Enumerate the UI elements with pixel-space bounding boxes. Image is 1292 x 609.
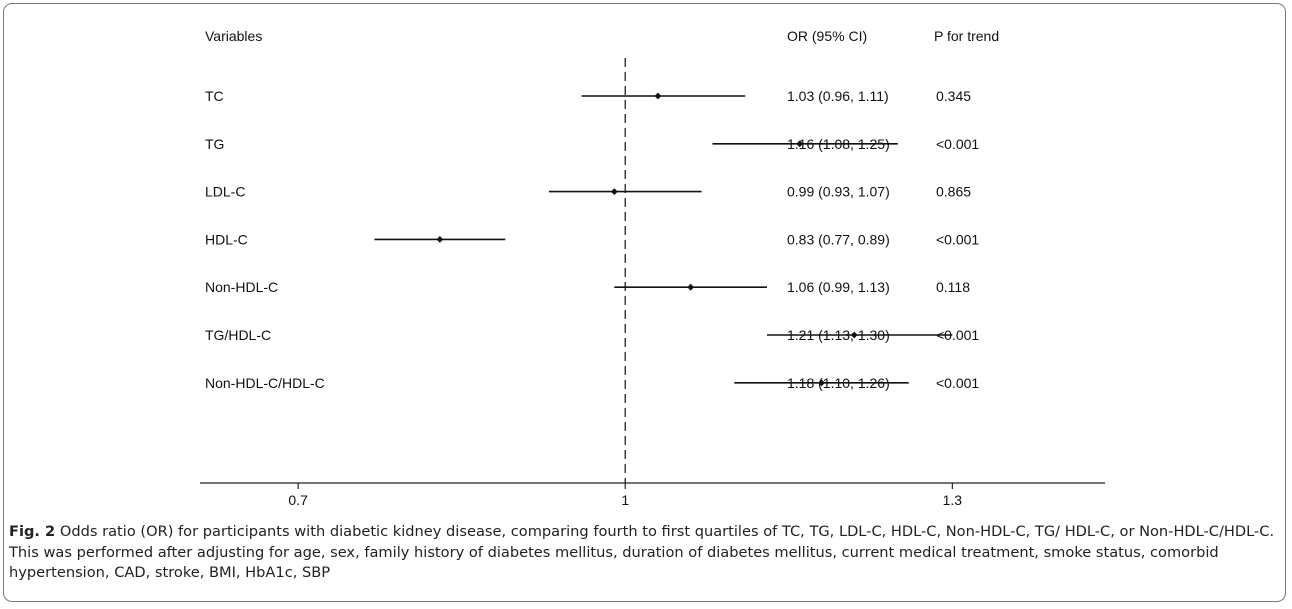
row-label: TC — [205, 88, 224, 104]
or-ci-value: 0.99 (0.93, 1.07) — [787, 184, 890, 200]
or-ci-value: 1.06 (0.99, 1.13) — [787, 279, 890, 295]
header-p-trend: P for trend — [934, 28, 999, 44]
figure-caption: Fig. 2 Odds ratio (OR) for participants … — [9, 522, 1279, 584]
or-point — [796, 140, 804, 148]
row-label: Non-HDL-C/HDL-C — [205, 375, 325, 391]
or-ci-value: 1.03 (0.96, 1.11) — [787, 88, 889, 104]
figure-frame — [3, 3, 1286, 602]
x-tick-label: 0.7 — [288, 492, 308, 508]
or-point — [687, 283, 695, 291]
caption-text: Odds ratio (OR) for participants with di… — [9, 523, 1275, 581]
or-ci-value: 1.18 (1.10, 1.26) — [787, 375, 890, 391]
or-ci-value: 0.83 (0.77, 0.89) — [787, 231, 890, 247]
p-trend-value: <0.001 — [936, 327, 979, 343]
or-ci-value: 1.16 (1.08, 1.25) — [787, 136, 890, 152]
p-trend-value: 0.118 — [936, 279, 970, 295]
x-tick-label: 1 — [621, 492, 629, 508]
row-label: Non-HDL-C — [205, 279, 278, 295]
or-ci-value: 1.21 (1.13, 1.30) — [787, 327, 890, 343]
p-trend-value: <0.001 — [936, 231, 979, 247]
or-point — [850, 331, 858, 339]
row-label: TG/HDL-C — [205, 327, 271, 343]
or-point — [436, 236, 444, 243]
p-trend-value: 0.865 — [936, 184, 971, 200]
or-point — [610, 188, 618, 195]
or-point — [654, 92, 662, 100]
x-tick-label: 1.3 — [943, 492, 963, 508]
forest-plot: Variables OR (95% CI) P for trend TC 1.03 (0… — [200, 28, 1105, 508]
row-label: HDL-C — [205, 231, 248, 247]
figure-label: Fig. 2 — [9, 523, 56, 540]
p-trend-value: 0.345 — [936, 88, 971, 104]
header-or: OR (95% CI) — [787, 28, 867, 44]
or-point — [818, 379, 825, 387]
row-label: LDL-C — [205, 184, 245, 200]
p-trend-value: <0.001 — [936, 375, 979, 391]
p-trend-value: <0.001 — [936, 136, 979, 152]
header-variables: Variables — [205, 28, 262, 44]
row-label: TG — [205, 136, 224, 152]
